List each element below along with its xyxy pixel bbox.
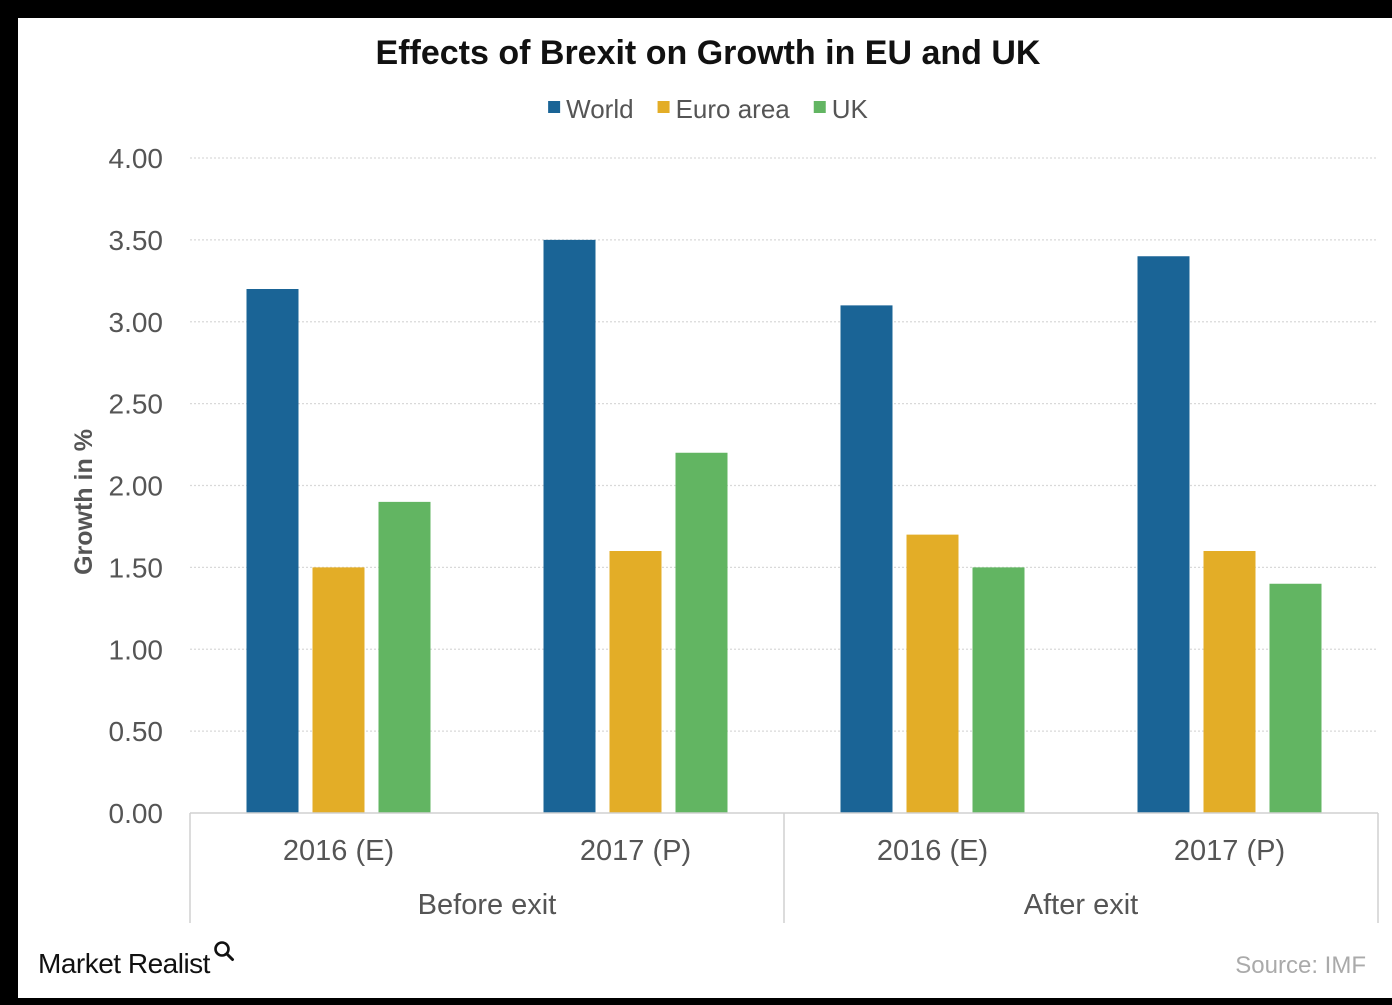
y-axis-label: Growth in % — [70, 429, 98, 575]
bar-world — [246, 289, 299, 813]
chart-panel: Effects of Brexit on Growth in EU and UK… — [18, 18, 1392, 998]
legend-swatch-world — [548, 101, 561, 113]
legend-label-world: World — [566, 94, 633, 124]
legend-swatch-euro-area — [657, 101, 670, 113]
y-tick-label: 3.50 — [109, 225, 164, 256]
gridlines — [190, 157, 1378, 732]
group-label: After exit — [1024, 889, 1138, 921]
brand-name: Market Realist — [38, 948, 211, 979]
y-tick-label: 1.50 — [109, 552, 164, 583]
chart-title: Effects of Brexit on Growth in EU and UK — [376, 34, 1041, 72]
x-tick-label: 2016 (E) — [877, 835, 988, 867]
group-label: Before exit — [418, 889, 557, 921]
bars — [246, 239, 1322, 813]
y-tick-label: 2.00 — [109, 471, 164, 502]
y-tick-label: 2.50 — [109, 389, 164, 420]
bar-world — [1137, 256, 1190, 813]
source-note: Source: IMF — [1235, 952, 1366, 979]
magnifier-icon — [214, 941, 234, 961]
y-tick-label: 4.00 — [109, 143, 164, 174]
bar-euro-area — [906, 534, 959, 813]
y-tick-label: 3.00 — [109, 307, 164, 338]
brand-logo: Market Realist — [38, 941, 234, 979]
x-tick-label: 2016 (E) — [283, 835, 394, 867]
bar-euro-area — [609, 551, 662, 813]
bar-euro-area — [312, 567, 365, 813]
legend-label-uk: UK — [832, 94, 869, 124]
x-axis: 2016 (E) 2017 (P) 2016 (E) 2017 (P) Before e… — [189, 812, 1379, 923]
x-tick-label: 2017 (P) — [1174, 835, 1285, 867]
legend-label-euro-area: Euro area — [676, 94, 791, 124]
y-tick-label: 1.00 — [109, 634, 164, 665]
chart: Effects of Brexit on Growth in EU and UK… — [38, 34, 1379, 979]
y-tick-label: 0.00 — [109, 798, 164, 829]
y-tick-label: 0.50 — [109, 716, 164, 747]
legend-swatch-uk — [813, 101, 826, 113]
y-axis-ticks: 0.00 0.50 1.00 1.50 2.00 2.50 3.00 3.50 4.00 — [109, 143, 164, 829]
bar-uk — [675, 452, 728, 813]
bar-world — [543, 239, 596, 813]
bar-uk — [1269, 583, 1322, 813]
legend: World Euro area UK — [548, 94, 869, 124]
bar-world — [840, 305, 893, 813]
x-tick-label: 2017 (P) — [580, 835, 691, 867]
bar-euro-area — [1203, 551, 1256, 813]
bar-uk — [972, 567, 1025, 813]
bar-uk — [378, 501, 431, 813]
